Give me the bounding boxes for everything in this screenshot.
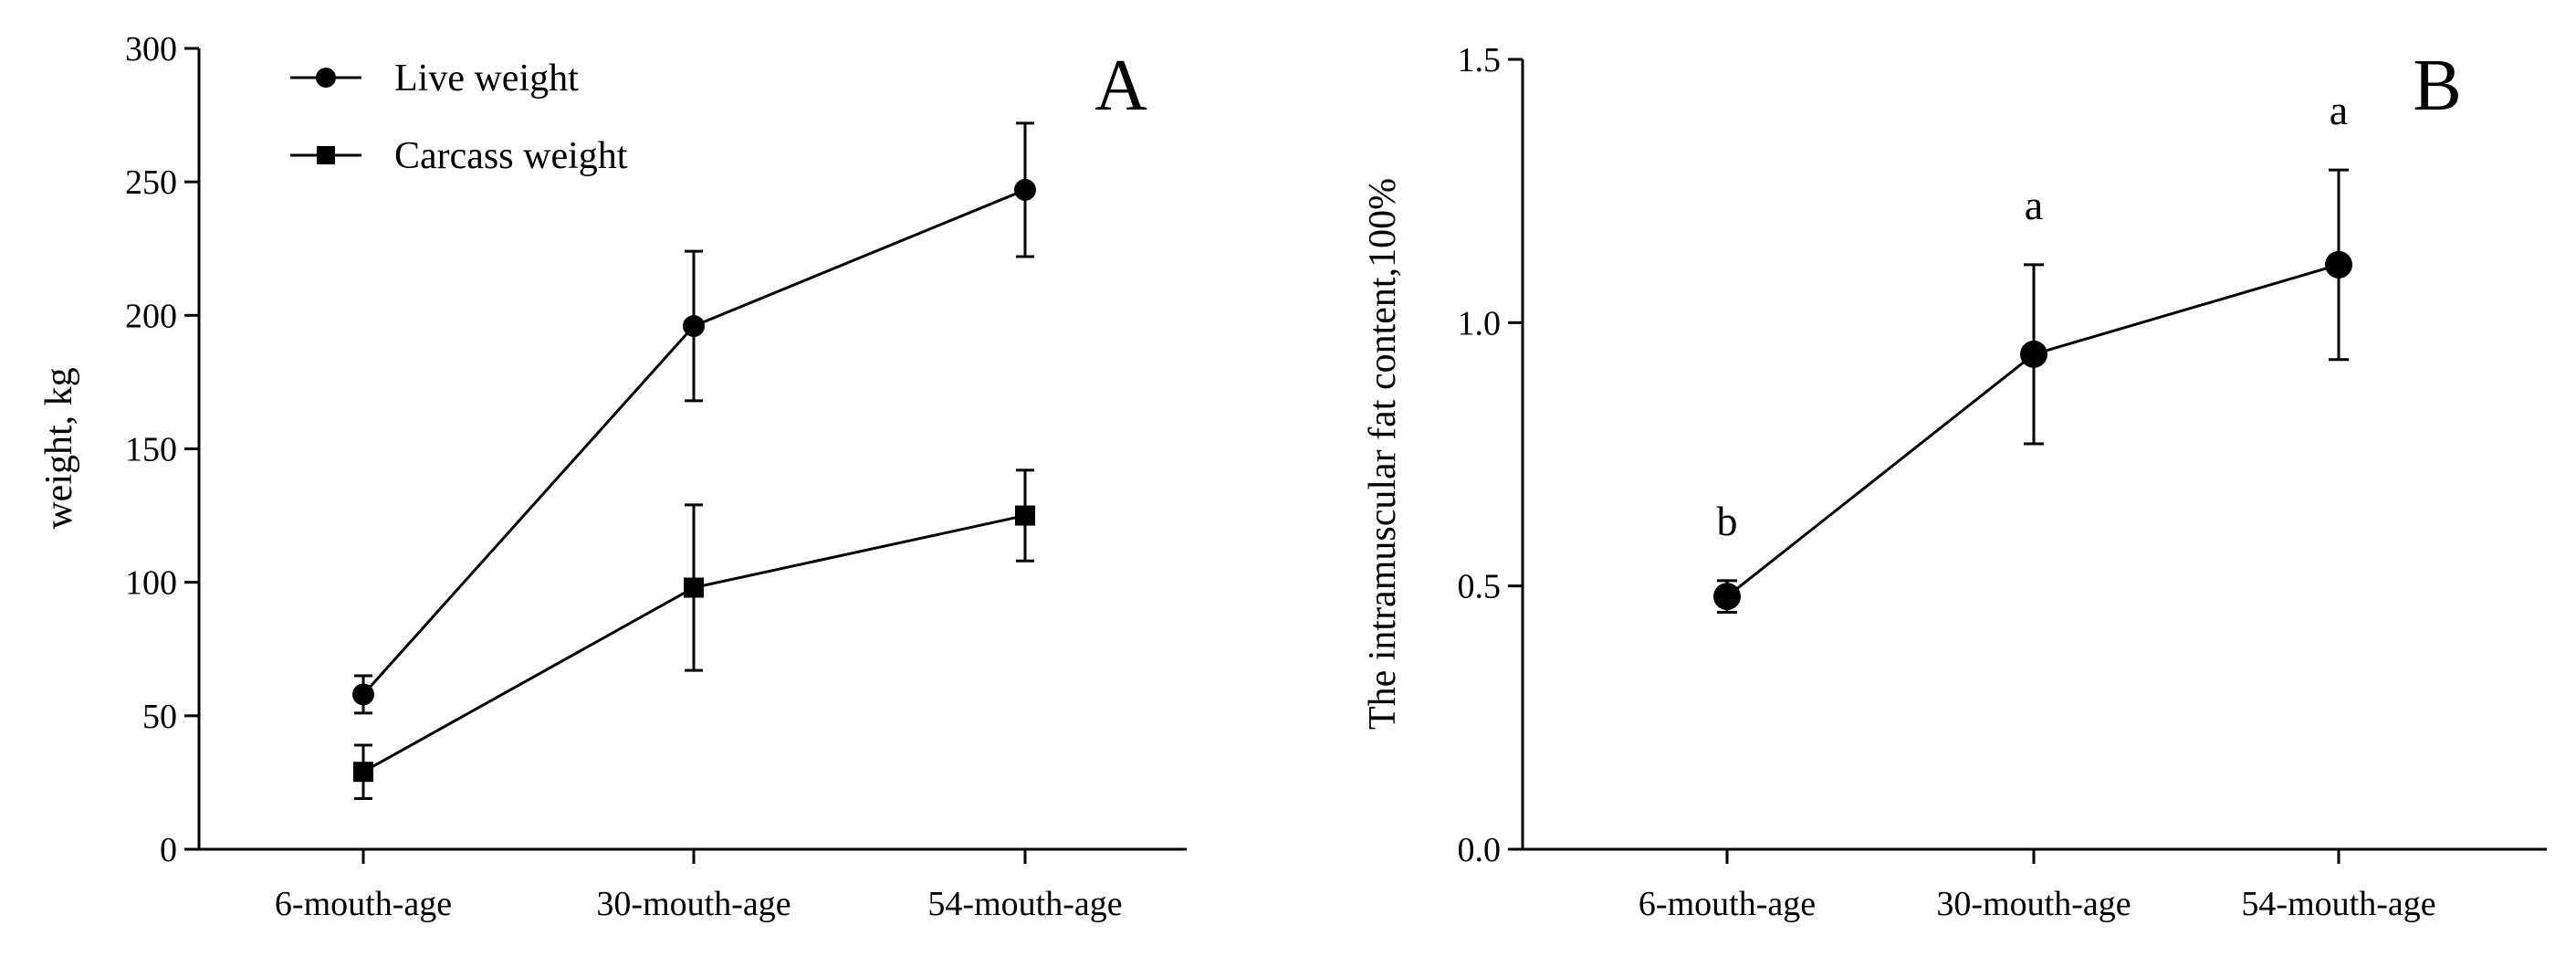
y-tick-label: 50 xyxy=(142,698,177,736)
data-point xyxy=(353,762,373,783)
y-tick-label: 0 xyxy=(160,831,177,869)
y-tick-label: 1.5 xyxy=(1458,41,1502,79)
panel-letter: B xyxy=(2413,46,2461,126)
y-tick-label: 0.5 xyxy=(1458,568,1502,606)
x-tick-label: 6-mouth-age xyxy=(1639,885,1816,923)
significance-label: b xyxy=(1717,498,1738,544)
panel-b: 0.0 0.5 1.0 1.5 6-mouth-age 30-mouth-age 54-mo… xyxy=(1362,41,2547,923)
legend-marker-circle xyxy=(316,68,336,88)
panel-a: 0 50 100 150 200 250 300 6-mouth-age 30-mouth-ag… xyxy=(38,30,1187,923)
data-point xyxy=(352,683,374,706)
y-tick-label: 100 xyxy=(125,564,177,603)
legend-label: Carcass weight xyxy=(394,135,628,177)
y-axis-title: The intramuscular fat content,100% xyxy=(1362,178,1404,730)
data-point xyxy=(1713,583,1741,611)
x-tick-label: 6-mouth-age xyxy=(275,885,452,923)
data-point xyxy=(683,315,705,338)
data-point xyxy=(1014,178,1036,201)
y-axis-title: weight, kg xyxy=(38,367,80,529)
y-tick-label: 0.0 xyxy=(1458,831,1502,869)
x-tick-label: 54-mouth-age xyxy=(927,885,1122,923)
data-point xyxy=(684,577,704,598)
y-tick-label: 1.0 xyxy=(1458,304,1502,342)
y-tick-label: 300 xyxy=(125,30,177,68)
x-tick-label: 30-mouth-age xyxy=(596,885,791,923)
y-tick-label: 250 xyxy=(125,163,177,202)
panel-letter: A xyxy=(1094,46,1147,126)
y-tick-label: 200 xyxy=(125,297,177,335)
data-point xyxy=(1015,505,1035,526)
y-tick-label: 150 xyxy=(125,431,177,469)
significance-label: a xyxy=(2025,182,2043,228)
legend-marker-square xyxy=(317,146,335,164)
data-point xyxy=(2020,340,2047,368)
significance-label: a xyxy=(2330,87,2348,133)
x-tick-label: 30-mouth-age xyxy=(1936,885,2131,923)
legend-label: Live weight xyxy=(394,58,579,100)
data-point xyxy=(2325,250,2352,279)
x-tick-label: 54-mouth-age xyxy=(2241,885,2435,923)
